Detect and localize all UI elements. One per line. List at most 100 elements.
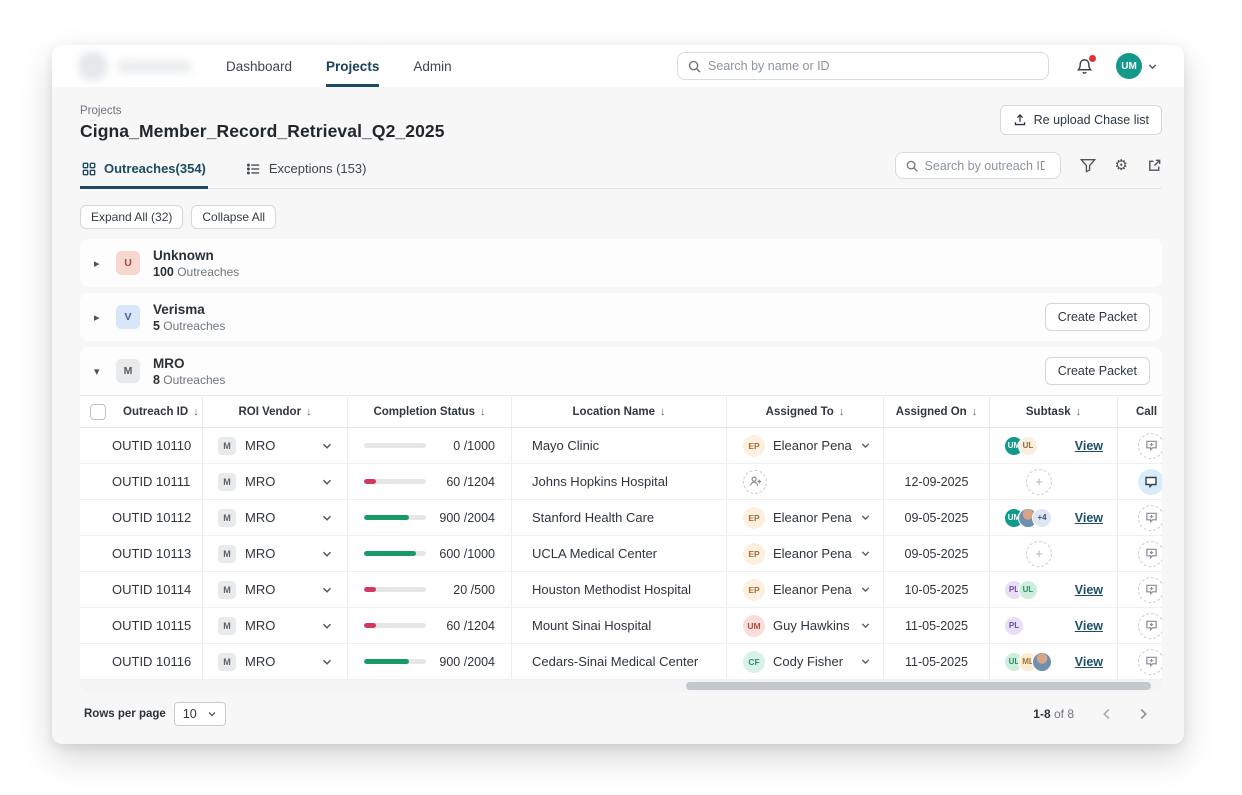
user-avatar[interactable]: UM — [1116, 53, 1142, 79]
outreach-search-input[interactable] — [924, 158, 1045, 173]
list-icon — [246, 162, 261, 176]
caret-right-icon[interactable]: ▸ — [94, 257, 100, 270]
table-row: OUTID 10111 M MRO 60 /1204 Johns Hopkins… — [80, 464, 1162, 500]
sort-icon[interactable]: ↓ — [306, 405, 312, 418]
assigned-on: 12-09-2025 — [904, 474, 969, 489]
add-call-note-icon[interactable] — [1138, 504, 1162, 531]
global-search[interactable] — [677, 52, 1049, 80]
vendor-cell[interactable]: M MRO — [203, 608, 348, 643]
collapse-all-button[interactable]: Collapse All — [191, 205, 277, 229]
group-row-unknown[interactable]: ▸ U Unknown 100 Outreaches — [80, 239, 1162, 287]
chevron-down-icon[interactable] — [321, 512, 333, 524]
group-row-mro[interactable]: ▾ M MRO 8 Outreaches Create Packet — [80, 347, 1162, 395]
col-assigned-on[interactable]: Assigned On ↓ — [884, 396, 990, 427]
sort-icon[interactable]: ↓ — [193, 405, 199, 418]
chevron-down-icon[interactable] — [321, 620, 333, 632]
notifications-button[interactable] — [1075, 54, 1096, 76]
next-page-icon[interactable] — [1136, 707, 1150, 721]
add-subtask-icon[interactable]: + — [1026, 540, 1052, 567]
vendor-chip: M — [218, 544, 236, 563]
breadcrumb[interactable]: Projects — [80, 105, 122, 117]
create-packet-button[interactable]: Create Packet — [1044, 303, 1150, 331]
prev-page-icon[interactable] — [1100, 707, 1114, 721]
chevron-down-icon[interactable] — [860, 512, 871, 523]
col-assigned-to[interactable]: Assigned To ↓ — [727, 396, 884, 427]
nav-item-dashboard[interactable]: Dashboard — [226, 58, 293, 74]
col-roi-vendor[interactable]: ROI Vendor ↓ — [203, 396, 348, 427]
add-assignee-icon[interactable] — [743, 469, 767, 494]
create-packet-button[interactable]: Create Packet — [1044, 357, 1150, 385]
view-subtasks-link[interactable]: View — [1074, 438, 1103, 453]
add-call-note-icon[interactable] — [1138, 540, 1162, 567]
assignee-cell[interactable]: EP Eleanor Pena — [727, 500, 884, 535]
filter-icon[interactable] — [1079, 158, 1096, 173]
tab-outreaches[interactable]: Outreaches(354) — [80, 153, 208, 189]
col-call[interactable]: Call — [1136, 405, 1158, 418]
assignee-cell[interactable]: EP Eleanor Pena — [727, 572, 884, 607]
subtask-avatars: UM UL — [1004, 435, 1038, 456]
select-all-checkbox[interactable] — [90, 403, 106, 420]
assignee-cell[interactable]: UM Guy Hawkins — [727, 608, 884, 643]
chevron-down-icon[interactable] — [321, 584, 333, 596]
vendor-cell[interactable]: M MRO — [203, 644, 348, 679]
vendor-cell[interactable]: M MRO — [203, 536, 348, 571]
chevron-down-icon[interactable] — [860, 548, 871, 559]
export-icon[interactable] — [1147, 158, 1162, 173]
assignee-cell[interactable]: CF Cody Fisher — [727, 644, 884, 679]
col-location-name[interactable]: Location Name ↓ — [512, 396, 727, 427]
add-call-note-icon[interactable] — [1138, 432, 1162, 459]
view-subtasks-link[interactable]: View — [1074, 582, 1103, 597]
reupload-chase-list-button[interactable]: Re upload Chase list — [999, 105, 1162, 135]
chevron-down-icon[interactable] — [860, 656, 871, 667]
col-outreach-id[interactable]: Outreach ID ↓ — [80, 396, 203, 427]
scrollbar-thumb[interactable] — [685, 682, 1152, 690]
caret-down-icon[interactable]: ▾ — [94, 365, 100, 378]
chevron-down-icon[interactable] — [860, 620, 871, 631]
col-completion-status[interactable]: Completion Status ↓ — [348, 396, 512, 427]
view-subtasks-link[interactable]: View — [1074, 654, 1103, 669]
horizontal-scrollbar[interactable] — [80, 680, 1162, 692]
tab-exceptions[interactable]: Exceptions (153) — [244, 153, 369, 189]
vendor-cell[interactable]: M MRO — [203, 500, 348, 535]
table-row: OUTID 10113 M MRO 600 /1000 UCLA Medical… — [80, 536, 1162, 572]
add-call-note-icon[interactable] — [1138, 612, 1162, 639]
pagination-range: 1-8 of 8 — [1033, 707, 1074, 721]
chevron-down-icon[interactable] — [860, 584, 871, 595]
assignee-cell[interactable]: EP Eleanor Pena — [727, 428, 884, 463]
sort-icon[interactable]: ↓ — [480, 405, 486, 418]
assignee-cell[interactable]: EP Eleanor Pena — [727, 536, 884, 571]
sort-icon[interactable]: ↓ — [971, 405, 978, 418]
vendor-cell[interactable]: M MRO — [203, 572, 348, 607]
add-call-note-icon[interactable] — [1138, 648, 1162, 675]
sort-icon[interactable]: ↓ — [838, 405, 845, 418]
nav-item-projects[interactable]: Projects — [326, 45, 380, 87]
gear-icon[interactable]: ⚙ — [1114, 157, 1128, 174]
chevron-down-icon[interactable] — [321, 656, 333, 668]
sort-icon[interactable]: ↓ — [659, 405, 666, 418]
add-subtask-icon[interactable]: + — [1026, 468, 1052, 495]
group-row-verisma[interactable]: ▸ V Verisma 5 Outreaches Create Packet — [80, 293, 1162, 341]
global-search-input[interactable] — [708, 59, 1008, 73]
subtask-more-badge[interactable]: +4 — [1032, 507, 1052, 528]
chevron-down-icon[interactable] — [321, 440, 333, 452]
call-note-icon[interactable] — [1138, 468, 1162, 495]
expand-all-button[interactable]: Expand All (32) — [80, 205, 184, 229]
chevron-down-icon[interactable] — [321, 548, 333, 560]
add-call-note-icon[interactable] — [1138, 576, 1162, 603]
view-subtasks-link[interactable]: View — [1074, 618, 1103, 633]
chevron-down-icon[interactable] — [860, 440, 871, 451]
nav-item-admin[interactable]: Admin — [413, 58, 452, 74]
sort-icon[interactable]: ↓ — [1075, 405, 1082, 418]
rows-per-page-select[interactable]: 10 — [173, 702, 226, 726]
location-name: Stanford Health Care — [532, 510, 655, 525]
chevron-down-icon[interactable] — [321, 476, 333, 488]
view-subtasks-link[interactable]: View — [1074, 510, 1103, 525]
user-menu[interactable]: UM — [1116, 53, 1158, 79]
col-subtask[interactable]: Subtask ↓ — [990, 396, 1118, 427]
outreach-search[interactable] — [894, 152, 1061, 179]
progress-bar — [364, 551, 426, 556]
vendor-cell[interactable]: M MRO — [203, 428, 348, 463]
group-name: MRO — [153, 355, 185, 371]
vendor-cell[interactable]: M MRO — [203, 464, 348, 499]
caret-right-icon[interactable]: ▸ — [94, 311, 100, 324]
